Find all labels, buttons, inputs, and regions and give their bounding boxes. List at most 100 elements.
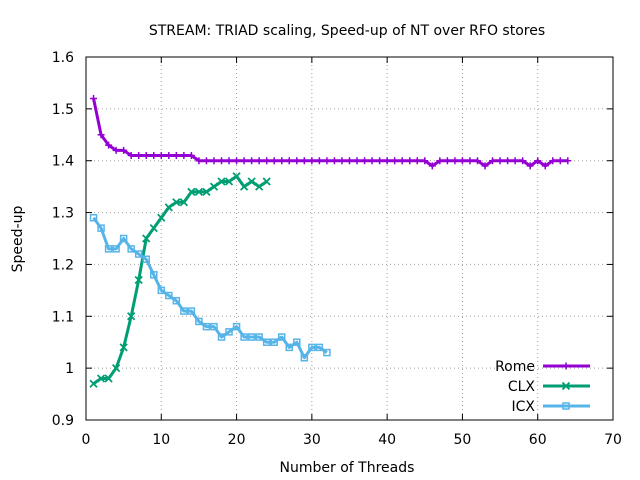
data-point-icx [315, 343, 324, 352]
data-point-clx [96, 374, 106, 383]
x-tick-label: 20 [228, 432, 246, 448]
data-point-rome [315, 157, 323, 165]
data-point-clx [104, 374, 113, 383]
data-point-icx [217, 333, 226, 341]
data-point-rome [293, 157, 301, 165]
data-point-clx [239, 182, 249, 191]
x-tick-label: 50 [454, 432, 472, 448]
data-point-rome [549, 157, 557, 165]
data-point-icx [247, 333, 256, 341]
data-point-icx [210, 322, 218, 331]
data-point-rome [112, 146, 120, 154]
legend-marker-icx [562, 402, 570, 410]
data-point-rome [421, 157, 429, 165]
legend-label-rome: Rome [495, 359, 535, 375]
data-point-clx [255, 182, 264, 191]
y-tick-label: 1.2 [52, 257, 74, 273]
data-point-icx [195, 317, 203, 326]
series-clx [89, 172, 271, 388]
data-point-icx [165, 291, 173, 300]
data-point-rome [353, 157, 361, 165]
x-tick-label: 10 [152, 432, 170, 448]
x-tick-label: 60 [529, 432, 547, 448]
data-point-clx [217, 177, 226, 186]
x-tick-label: 70 [604, 432, 622, 448]
data-point-rome [157, 152, 165, 160]
data-point-icx [308, 343, 316, 352]
data-point-rome [278, 157, 286, 165]
data-point-rome [413, 157, 421, 165]
data-point-clx [119, 343, 128, 352]
data-point-clx [232, 172, 241, 181]
legend-item-icx: ICX [512, 399, 590, 415]
data-point-rome [308, 157, 316, 165]
data-point-icx [277, 333, 286, 341]
data-point-clx [149, 223, 158, 233]
data-point-rome [270, 157, 278, 165]
grid [86, 57, 613, 420]
data-point-rome [376, 157, 384, 165]
data-point-rome [428, 162, 436, 170]
data-point-rome [300, 157, 308, 165]
data-point-clx [127, 312, 136, 321]
data-point-rome [240, 157, 248, 165]
data-point-rome [406, 157, 414, 165]
data-point-clx [89, 379, 98, 388]
data-point-rome [263, 157, 271, 165]
x-axis-label: Number of Threads [280, 460, 415, 476]
data-point-icx [119, 234, 128, 243]
data-point-icx [97, 224, 105, 232]
data-point-rome [120, 146, 128, 154]
data-point-rome [368, 157, 376, 165]
data-point-rome [511, 157, 519, 165]
data-point-icx [293, 338, 301, 346]
data-point-icx [262, 338, 271, 346]
data-point-rome [127, 152, 135, 160]
series-layer [89, 94, 572, 388]
y-tick-label: 1.3 [52, 206, 74, 222]
data-point-clx [194, 187, 204, 196]
data-point-icx [180, 307, 188, 315]
data-point-rome [150, 152, 158, 160]
data-point-icx [157, 286, 166, 295]
legend: Rome CLX ICX [495, 359, 590, 415]
legend-item-clx: CLX [508, 379, 590, 395]
series-icx [89, 214, 331, 362]
data-point-rome [346, 157, 353, 165]
plot-frame [85, 56, 614, 421]
legend-label-clx: CLX [508, 379, 536, 395]
data-point-clx [202, 187, 211, 196]
data-point-icx [323, 348, 331, 357]
data-point-rome [97, 131, 105, 139]
data-point-rome [383, 157, 391, 165]
data-point-rome [225, 157, 233, 165]
x-tick-label: 0 [82, 432, 91, 448]
data-point-rome [233, 157, 241, 165]
data-point-rome [473, 157, 481, 165]
data-point-icx [285, 343, 294, 352]
data-point-icx [240, 333, 248, 341]
data-point-rome [165, 152, 173, 160]
data-point-rome [541, 162, 549, 170]
data-point-rome [135, 152, 143, 160]
data-point-rome [534, 157, 542, 165]
series-line-icx [92, 216, 328, 360]
data-point-rome [504, 157, 512, 165]
legend-label-icx: ICX [512, 399, 536, 415]
data-point-rome [443, 157, 451, 165]
data-point-rome [481, 162, 489, 170]
data-point-icx [142, 255, 150, 263]
data-point-icx [300, 354, 309, 362]
series-rome [90, 94, 572, 170]
data-point-rome [180, 152, 188, 160]
data-point-clx [262, 177, 271, 186]
data-point-rome [330, 157, 338, 165]
y-axis-label: Speed-up [10, 206, 26, 273]
data-point-rome [255, 157, 263, 165]
data-point-clx [247, 177, 256, 186]
y-tick-label: 1.5 [52, 102, 74, 118]
data-point-rome [466, 157, 474, 165]
data-point-clx [157, 213, 166, 222]
data-point-rome [556, 157, 564, 165]
data-point-rome [526, 162, 534, 170]
